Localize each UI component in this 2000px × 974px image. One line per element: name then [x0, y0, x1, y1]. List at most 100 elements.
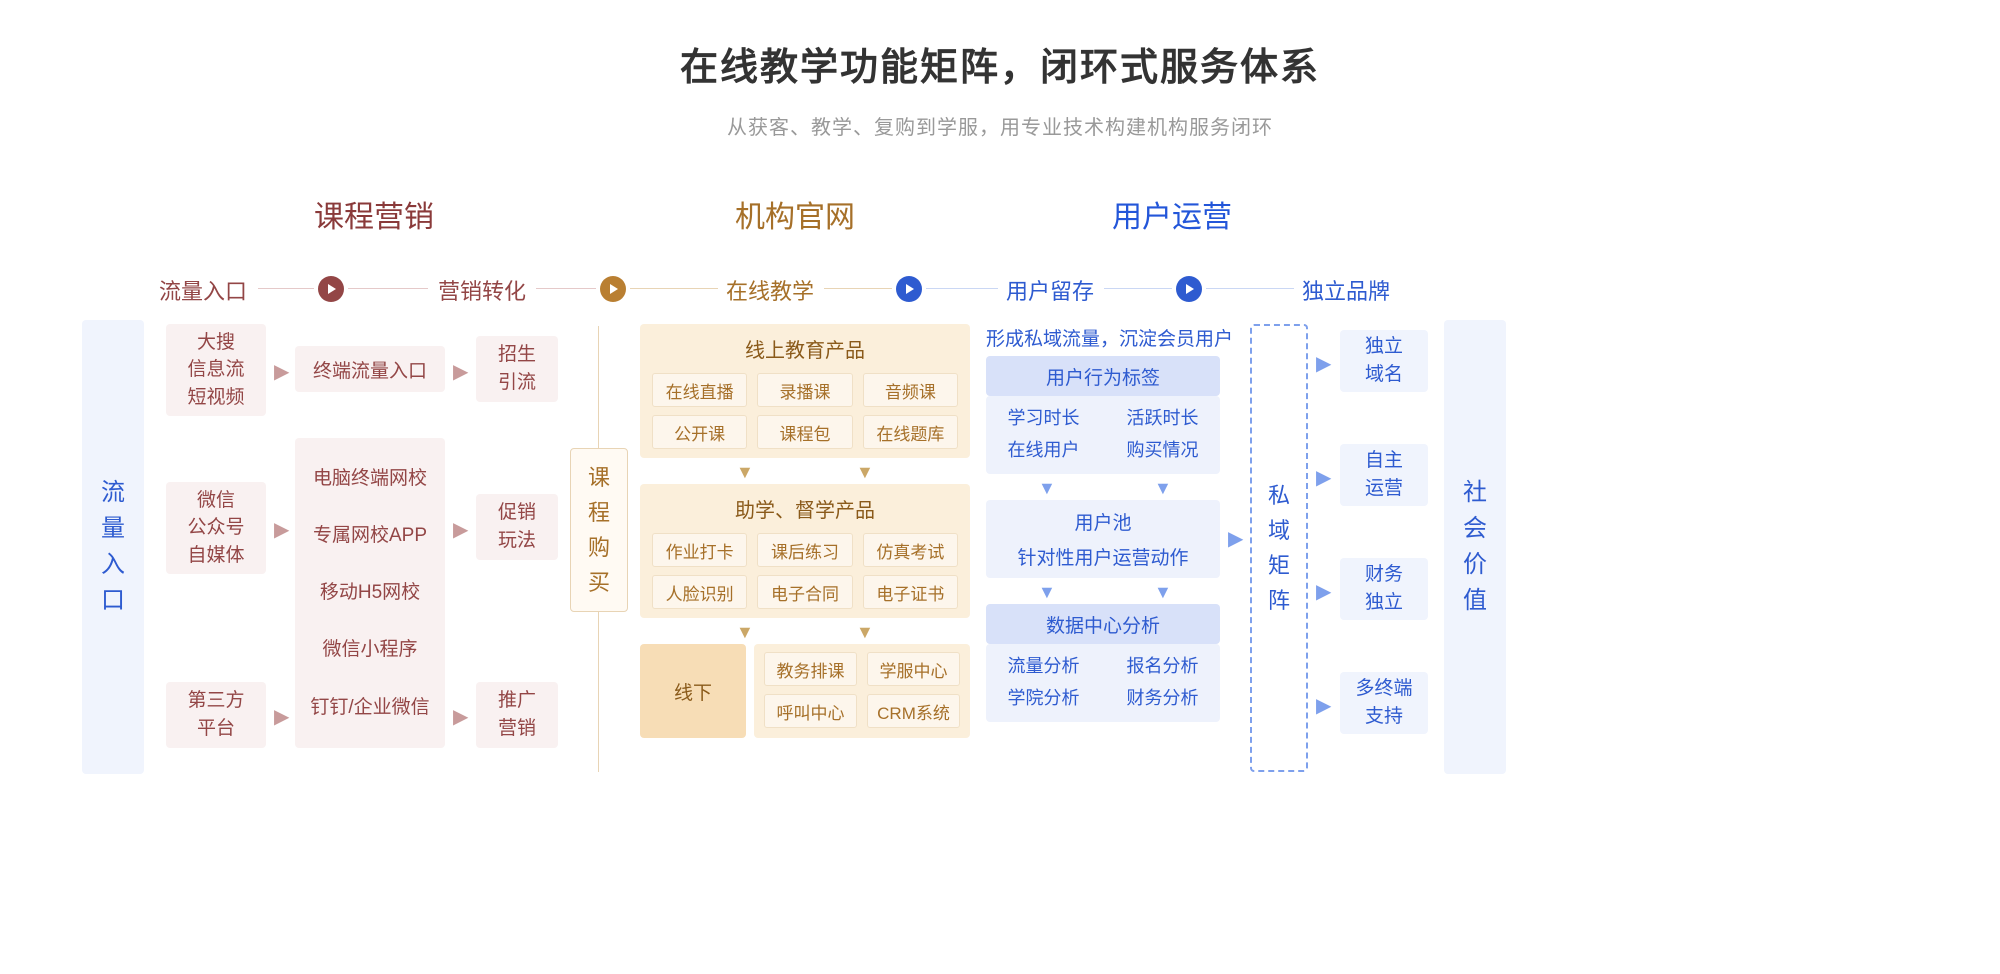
line — [536, 288, 596, 289]
online-title: 线上教育产品 — [640, 324, 970, 363]
behavior-title: 用户行为标签 — [986, 356, 1220, 396]
brand-box: 自主 运营 — [1340, 444, 1428, 506]
pillar-private-matrix: 私域矩阵 — [1250, 324, 1308, 772]
arrow-down-icon: ▼ — [1154, 478, 1172, 499]
behavior-item: 在线用户 — [1004, 436, 1083, 462]
behavior-item: 学习时长 — [1004, 404, 1083, 430]
vline — [598, 612, 599, 772]
offline-label: 线下 — [640, 644, 746, 738]
product-item: 课后练习 — [757, 533, 852, 567]
play-icon — [600, 276, 626, 302]
arrow-icon: ▶ — [1228, 526, 1243, 551]
arrow-icon: ▶ — [274, 704, 289, 729]
analysis-grid: 流量分析 报名分析 学院分析 财务分析 — [986, 644, 1220, 722]
online-products: 线上教育产品 在线直播 录播课 音频课 公开课 课程包 在线题库 — [640, 324, 970, 458]
product-item: CRM系统 — [867, 694, 960, 728]
section-operations: 用户运营 — [1112, 192, 1232, 236]
page-title: 在线教学功能矩阵，闭环式服务体系 — [0, 0, 2000, 91]
arrow-down-icon: ▼ — [856, 622, 874, 643]
arrow-icon: ▶ — [1316, 351, 1331, 376]
subheader-convert: 营销转化 — [438, 274, 526, 306]
pool-sub: 针对性用户运营动作 — [1017, 543, 1188, 570]
terminal-item: 微信小程序 — [322, 636, 417, 664]
terminal-item: 钉钉/企业微信 — [310, 694, 429, 722]
arrow-down-icon: ▼ — [1038, 582, 1056, 603]
arrow-icon: ▶ — [1316, 465, 1331, 490]
behavior-grid: 学习时长 活跃时长 在线用户 购买情况 — [986, 396, 1220, 474]
subheader-retain: 用户留存 — [1006, 274, 1094, 306]
product-item: 教务排课 — [764, 652, 857, 686]
terminal-item: 移动H5网校 — [320, 579, 420, 607]
line — [926, 288, 998, 289]
subheader-traffic: 流量入口 — [159, 274, 247, 306]
product-item: 音频课 — [863, 373, 958, 407]
arrow-down-icon: ▼ — [1154, 582, 1172, 603]
page-subtitle: 从获客、教学、复购到学服，用专业技术构建机构服务闭环 — [0, 111, 2000, 140]
line — [258, 288, 314, 289]
analysis-item: 学院分析 — [1004, 684, 1083, 710]
play-icon — [1176, 276, 1202, 302]
analysis-title: 数据中心分析 — [986, 604, 1220, 644]
subheader-brand: 独立品牌 — [1302, 274, 1390, 306]
terminal-box: 终端流量入口 — [295, 346, 445, 392]
arrow-down-icon: ▼ — [736, 622, 754, 643]
assist-title: 助学、督学产品 — [640, 484, 970, 523]
product-item: 作业打卡 — [652, 533, 747, 567]
arrow-down-icon: ▼ — [1038, 478, 1056, 499]
arrow-icon: ▶ — [453, 359, 468, 384]
convert-box: 促销 玩法 — [476, 494, 558, 560]
entry-box: 大搜 信息流 短视频 — [166, 324, 266, 416]
entry-box: 微信 公众号 自媒体 — [166, 482, 266, 574]
play-icon — [896, 276, 922, 302]
entry-box: 第三方 平台 — [166, 682, 266, 748]
product-item: 学服中心 — [867, 652, 960, 686]
arrow-icon: ▶ — [453, 517, 468, 542]
product-item: 课程包 — [757, 415, 852, 449]
section-marketing: 课程营销 — [314, 192, 434, 236]
play-icon — [318, 276, 344, 302]
product-item: 公开课 — [652, 415, 747, 449]
product-item: 人脸识别 — [652, 575, 747, 609]
arrow-icon: ▶ — [274, 359, 289, 384]
line — [1104, 288, 1172, 289]
product-item: 电子证书 — [863, 575, 958, 609]
convert-box: 招生 引流 — [476, 336, 558, 402]
arrow-icon: ▶ — [1316, 579, 1331, 604]
pillar-traffic: 流量入口 — [82, 320, 144, 774]
arrow-icon: ▶ — [453, 704, 468, 729]
arrow-down-icon: ▼ — [856, 462, 874, 483]
convert-box: 推广 营销 — [476, 682, 558, 748]
arrow-down-icon: ▼ — [736, 462, 754, 483]
terminal-item: 专属网校APP — [313, 522, 427, 550]
brand-box: 多终端 支持 — [1340, 672, 1428, 734]
section-official: 机构官网 — [735, 192, 855, 236]
terminal-list: 电脑终端网校 专属网校APP 移动H5网校 微信小程序 钉钉/企业微信 — [295, 438, 445, 748]
product-item: 电子合同 — [757, 575, 852, 609]
offline-products: 教务排课 学服中心 呼叫中心 CRM系统 — [754, 644, 970, 738]
arrow-icon: ▶ — [1316, 693, 1331, 718]
product-item: 在线题库 — [863, 415, 958, 449]
behavior-item: 购买情况 — [1123, 436, 1202, 462]
brand-box: 财务 独立 — [1340, 558, 1428, 620]
product-item: 录播课 — [757, 373, 852, 407]
line — [630, 288, 718, 289]
analysis-item: 财务分析 — [1123, 684, 1202, 710]
line — [348, 288, 428, 289]
pool-title: 用户池 — [1074, 508, 1131, 535]
product-item: 在线直播 — [652, 373, 747, 407]
retain-note: 形成私域流量，沉淀会员用户 — [986, 324, 1233, 351]
vline — [598, 326, 599, 448]
user-pool: 用户池 针对性用户运营动作 — [986, 500, 1220, 578]
line — [1206, 288, 1294, 289]
analysis-item: 流量分析 — [1004, 652, 1083, 678]
product-item: 仿真考试 — [863, 533, 958, 567]
behavior-item: 活跃时长 — [1123, 404, 1202, 430]
terminal-item: 电脑终端网校 — [313, 465, 427, 493]
product-item: 呼叫中心 — [764, 694, 857, 728]
pillar-social-value: 社会价值 — [1444, 320, 1506, 774]
subheader-teaching: 在线教学 — [726, 274, 814, 306]
brand-box: 独立 域名 — [1340, 330, 1428, 392]
assist-products: 助学、督学产品 作业打卡 课后练习 仿真考试 人脸识别 电子合同 电子证书 — [640, 484, 970, 618]
pillar-purchase: 课程购买 — [570, 448, 628, 612]
arrow-icon: ▶ — [274, 517, 289, 542]
